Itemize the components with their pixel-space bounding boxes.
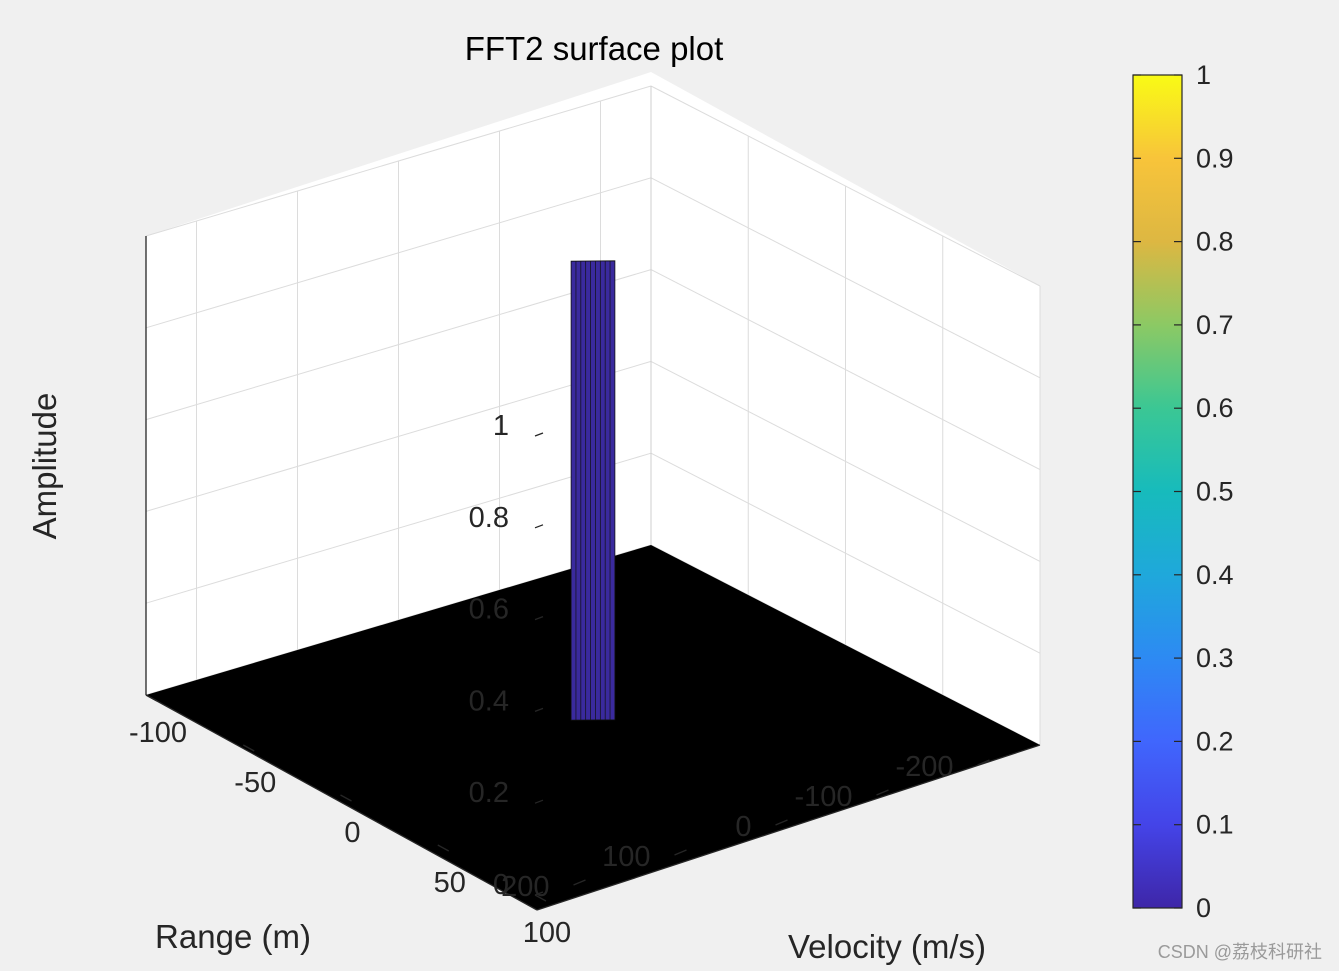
z-tick-mark (534, 432, 544, 437)
velocity-axis-label: Velocity (m/s) (788, 928, 986, 965)
range-tick-mark (977, 759, 990, 766)
surface-floor (146, 545, 1040, 910)
range-tick-label: -100 (794, 781, 852, 813)
colorbar-tick-label: 0.6 (1196, 393, 1234, 423)
surface-peak (570, 260, 616, 721)
z-tick-mark (534, 891, 544, 896)
range-tick-mark (876, 789, 889, 796)
z-tick-label: 1 (493, 410, 509, 442)
range-tick-label: -200 (895, 751, 953, 783)
range-tick-label: 200 (501, 871, 549, 903)
velocity-tick-mark (340, 794, 352, 802)
colorbar-tick-label: 0.1 (1196, 810, 1234, 840)
velocity-tick-mark (437, 844, 450, 852)
range-tick-label: 100 (602, 841, 650, 873)
colorbar-tick-label: 0.2 (1196, 726, 1234, 756)
colorbar-tick-label: 0.8 (1196, 227, 1234, 257)
range-axis-label: Range (m) (155, 918, 311, 955)
colorbar-tick-label: 0.9 (1196, 143, 1234, 173)
velocity-tick-label: 0 (344, 817, 360, 849)
range-tick-mark (775, 819, 788, 826)
range-axis-line (145, 694, 538, 911)
range-tick-label: 0 (735, 811, 751, 843)
range-tick-mark (573, 879, 586, 886)
velocity-tick-label: -100 (129, 717, 187, 749)
tick-marks (145, 432, 990, 902)
chart-title: FFT2 surface plot (465, 30, 724, 67)
tick-labels: 0 0.2 0.4 0.6 0.8 1 -200 -100 0 100 200 -100 -50 0 50 1… (129, 410, 954, 949)
z-tick-mark (534, 799, 544, 804)
z-tick-mark (534, 615, 544, 621)
peak-face (570, 260, 616, 721)
velocity-tick-label: -50 (234, 767, 276, 799)
z-tick-mark (534, 524, 544, 529)
velocity-tick-mark (242, 744, 255, 752)
colorbar-tick-label: 1 (1196, 60, 1211, 90)
velocity-axis-line (536, 744, 1041, 911)
colorbar-tick-label: 0.5 (1196, 477, 1234, 507)
watermark: CSDN @荔枝科研社 (1158, 942, 1322, 962)
velocity-tick-label: 100 (523, 917, 571, 949)
velocity-tick-mark (534, 894, 547, 902)
colorbar-tick-label: 0.4 (1196, 560, 1234, 590)
z-tick-label: 0.6 (469, 594, 509, 626)
colorbar-ticks: 0 0.1 0.2 0.3 0.4 0.5 0.6 0.7 0.8 0.9 1 (1133, 60, 1234, 923)
z-tick-mark (534, 707, 544, 713)
colorbar-tick-label: 0 (1196, 893, 1211, 923)
z-tick-label: 0.2 (469, 777, 509, 809)
range-tick-mark (674, 849, 687, 856)
velocity-tick-label: 50 (434, 867, 466, 899)
colorbar-tick-label: 0.3 (1196, 643, 1234, 673)
z-tick-label: 0.4 (469, 685, 509, 717)
z-tick-label: 0.8 (469, 502, 509, 534)
colorbar-tick-label: 0.7 (1196, 310, 1234, 340)
z-tick-label: 0 (493, 869, 509, 901)
velocity-tick-mark (145, 694, 158, 702)
z-axis-label: Amplitude (26, 393, 63, 540)
